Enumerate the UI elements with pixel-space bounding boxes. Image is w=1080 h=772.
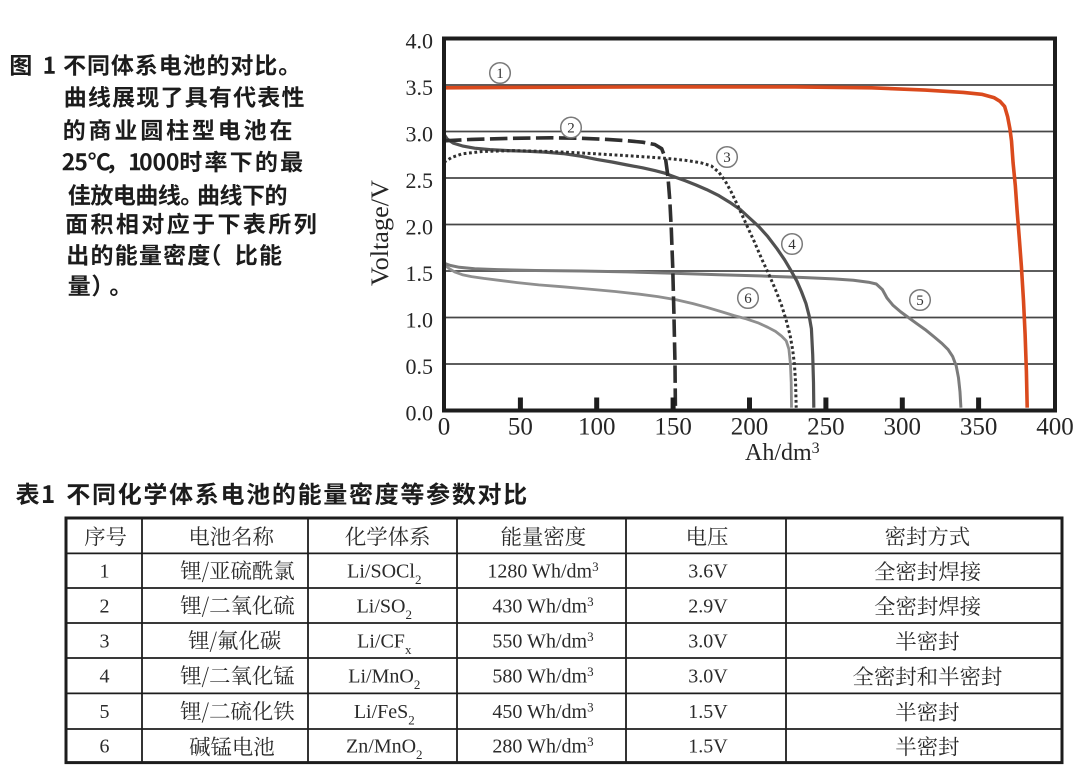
svg-text:Li/CFx: Li/CFx bbox=[357, 630, 412, 657]
svg-text:580 Wh/dm3: 580 Wh/dm3 bbox=[492, 664, 593, 688]
svg-text:2.0: 2.0 bbox=[406, 215, 434, 240]
svg-text:200: 200 bbox=[731, 414, 769, 441]
svg-text:1.5V: 1.5V bbox=[688, 701, 728, 723]
svg-text:3: 3 bbox=[100, 630, 110, 652]
svg-text:4: 4 bbox=[788, 237, 796, 253]
svg-text:6: 6 bbox=[744, 291, 752, 307]
svg-text:Li/SOCl2: Li/SOCl2 bbox=[347, 561, 421, 588]
svg-text:Voltage/V: Voltage/V bbox=[367, 180, 394, 286]
svg-text:3.6V: 3.6V bbox=[688, 561, 728, 583]
svg-text:430 Wh/dm3: 430 Wh/dm3 bbox=[492, 594, 593, 618]
svg-text:2: 2 bbox=[567, 121, 575, 137]
svg-text:1: 1 bbox=[100, 561, 110, 583]
svg-text:450 Wh/dm3: 450 Wh/dm3 bbox=[492, 700, 593, 724]
svg-text:2.9V: 2.9V bbox=[688, 595, 728, 617]
svg-text:0.0: 0.0 bbox=[406, 401, 434, 426]
svg-text:2.5: 2.5 bbox=[406, 168, 434, 193]
svg-text:1.0: 1.0 bbox=[406, 308, 434, 333]
svg-text:3.0V: 3.0V bbox=[688, 630, 728, 652]
svg-text:4.0: 4.0 bbox=[406, 29, 434, 54]
svg-text:250: 250 bbox=[807, 414, 845, 441]
svg-text:5: 5 bbox=[100, 701, 110, 723]
svg-text:6: 6 bbox=[100, 736, 110, 758]
svg-text:1.5V: 1.5V bbox=[688, 736, 728, 758]
svg-text:0.5: 0.5 bbox=[406, 354, 434, 379]
svg-text:2: 2 bbox=[100, 595, 110, 617]
svg-text:Zn/MnO2: Zn/MnO2 bbox=[346, 736, 423, 763]
svg-text:Ah/dm3: Ah/dm3 bbox=[745, 440, 820, 466]
svg-text:5: 5 bbox=[916, 293, 924, 309]
svg-text:3.5: 3.5 bbox=[406, 75, 434, 100]
svg-text:1280 Wh/dm3: 1280 Wh/dm3 bbox=[487, 559, 598, 583]
svg-text:280 Wh/dm3: 280 Wh/dm3 bbox=[492, 734, 593, 758]
svg-text:3.0: 3.0 bbox=[406, 122, 434, 147]
svg-text:550 Wh/dm3: 550 Wh/dm3 bbox=[492, 629, 593, 653]
svg-text:Li/FeS2: Li/FeS2 bbox=[354, 701, 415, 728]
svg-text:0: 0 bbox=[438, 414, 451, 441]
svg-text:3: 3 bbox=[723, 150, 731, 166]
svg-text:300: 300 bbox=[883, 414, 921, 441]
svg-text:1.5: 1.5 bbox=[406, 261, 434, 286]
svg-text:3.0V: 3.0V bbox=[688, 666, 728, 688]
svg-text:400: 400 bbox=[1036, 414, 1074, 441]
svg-text:1: 1 bbox=[496, 66, 504, 82]
svg-text:Li/SO2: Li/SO2 bbox=[357, 595, 412, 622]
svg-text:100: 100 bbox=[578, 414, 616, 441]
svg-text:Li/MnO2: Li/MnO2 bbox=[348, 666, 420, 693]
svg-text:150: 150 bbox=[654, 414, 692, 441]
svg-text:350: 350 bbox=[960, 414, 998, 441]
svg-text:50: 50 bbox=[508, 414, 533, 441]
svg-text:4: 4 bbox=[100, 666, 110, 688]
